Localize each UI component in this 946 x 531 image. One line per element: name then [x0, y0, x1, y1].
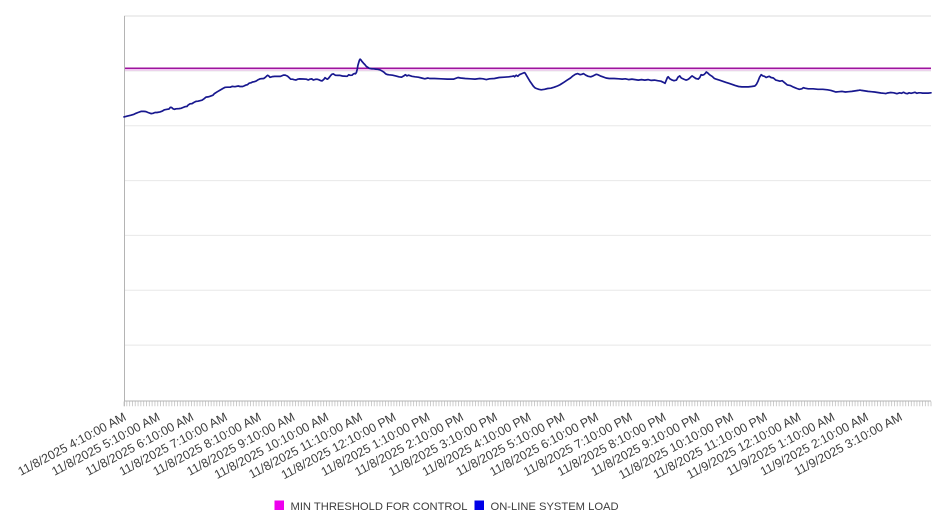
svg-text:ON-LINE SYSTEM LOAD: ON-LINE SYSTEM LOAD — [491, 501, 619, 513]
svg-text:MIN THRESHOLD FOR CONTROL: MIN THRESHOLD FOR CONTROL — [291, 501, 468, 513]
